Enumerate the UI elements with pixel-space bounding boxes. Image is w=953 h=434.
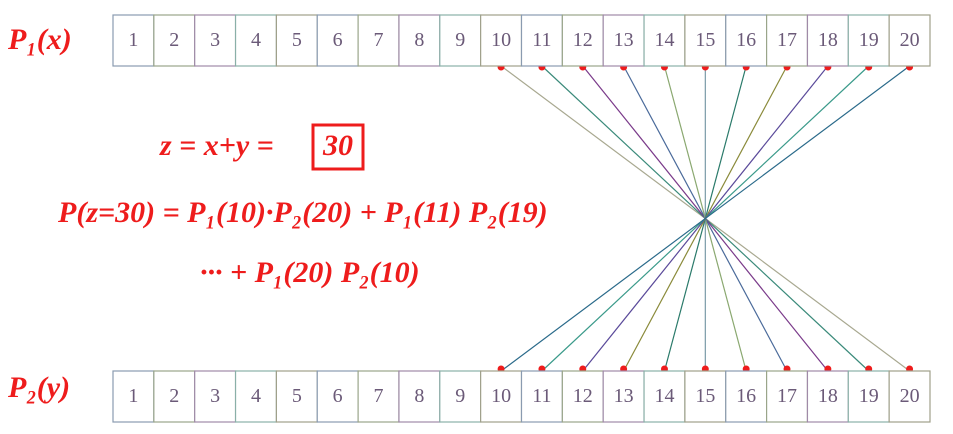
top-row-label: P₁(x) [7,23,72,56]
cell-number: 11 [532,29,551,51]
cell-box [153,14,196,67]
cell-number: 14 [654,29,674,51]
cell-box [275,14,318,67]
equation-continuation: ··· + P₁(20) P₂(10) [200,256,420,289]
cell-number: 1 [128,385,138,407]
answer-box [311,123,365,171]
cell-box [398,370,441,423]
cell-number: 12 [573,29,593,51]
cell-number: 18 [818,385,838,407]
cell-box [439,370,482,423]
rows: 1 2 3 4 5 6 7 8 9 10 11 12 13 14 15 16 17 18 19 201 2 3 4 5 6 7 8 9… [112,14,931,423]
cell-number: 15 [695,29,715,51]
cell-box [806,370,849,423]
cell-box [112,370,155,423]
cell-box [602,14,645,67]
cell-box [765,14,809,67]
cell-box [765,370,809,423]
cell-box [602,370,645,423]
cell-number: 3 [210,29,220,51]
cell-box [316,370,359,423]
cell-box [112,14,155,67]
cell-number: 12 [573,385,593,407]
cell-number: 13 [614,385,634,407]
cell-box [643,14,686,67]
cell-number: 5 [292,29,302,51]
cell-number: 3 [210,385,220,407]
connections [497,63,914,373]
cell-box [888,370,931,423]
equation-probability: P(z=30) = P₁(10)·P₂(20) + P₁(11) P₂(19) [57,196,548,229]
cell-box [480,14,523,67]
equation-answer: 30 [322,129,353,162]
equation-sum: z = x+y = [159,129,274,162]
cell-number: 2 [169,29,179,51]
cell-number: 4 [251,29,261,51]
cell-box [847,370,890,423]
cell-box [520,14,563,67]
cell-box [643,370,686,423]
cell-box [561,14,604,67]
cell-number: 15 [695,385,715,407]
cell-number: 17 [777,29,797,51]
cell-box [520,370,563,423]
cell-number: 20 [900,385,920,407]
cell-number: 2 [169,385,179,407]
cell-number: 16 [736,385,756,407]
bottom-row-label: P₂(y) [7,371,70,404]
cell-number: 8 [414,385,424,407]
cell-number: 16 [736,29,756,51]
cell-number: 6 [333,385,343,407]
cell-number: 19 [859,385,879,407]
cell-box [439,14,482,67]
cell-box [153,370,196,423]
cell-number: 10 [491,29,511,51]
cell-number: 5 [292,385,302,407]
cell-number: 20 [900,29,920,51]
cell-number: 13 [614,29,634,51]
cell-box [684,370,727,423]
cell-number: 19 [859,29,879,51]
cell-number: 1 [128,29,138,51]
cell-box [234,14,278,67]
cell-box [194,14,237,67]
cell-number: 9 [455,29,465,51]
cell-number: 4 [251,385,261,407]
cell-number: 10 [491,385,511,407]
cell-number: 6 [333,29,343,51]
cell-box [234,370,278,423]
cell-box [888,14,931,67]
cell-number: 7 [374,385,384,407]
cell-box [357,370,400,423]
cell-number: 7 [374,29,384,51]
cell-box [806,14,849,67]
connection-line [500,65,910,372]
cell-number: 11 [532,385,551,407]
cell-box [480,370,523,423]
cell-box [725,370,768,423]
cell-box [398,14,441,67]
cell-number: 9 [455,385,465,407]
cell-number: 18 [818,29,838,51]
cell-number: 17 [777,385,797,407]
cell-number: 14 [654,385,674,407]
cell-number: 8 [414,29,424,51]
